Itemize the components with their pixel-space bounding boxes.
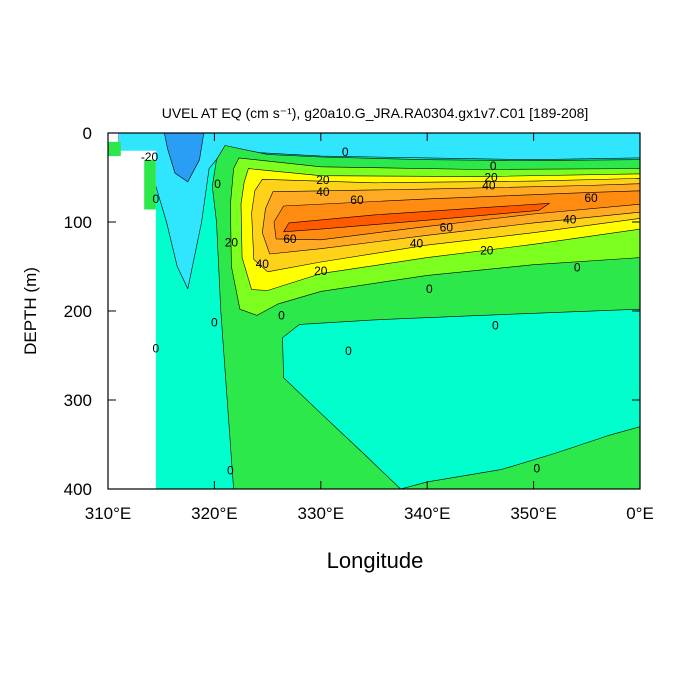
- x-tick-label: 0°E: [626, 504, 654, 523]
- contour-label: 0: [345, 344, 352, 358]
- y-tick-label: 100: [64, 213, 92, 232]
- contour-label: 20: [480, 244, 494, 258]
- contour-label: 40: [563, 212, 577, 226]
- axes: 310°E 320°E 330°E 340°E 350°E 0°E010020030040…: [64, 124, 654, 523]
- contour-label: 40: [256, 257, 270, 271]
- contour-label: 0: [492, 318, 499, 332]
- x-tick-label: 340°E: [404, 504, 451, 523]
- contour-label: 60: [283, 232, 297, 246]
- contour-band: [108, 141, 121, 157]
- contour-label: 40: [482, 179, 496, 193]
- contour-label: 20: [225, 236, 239, 250]
- contour-label: -20: [141, 150, 159, 164]
- contour-label: 0: [214, 177, 221, 191]
- x-tick-label: 310°E: [85, 504, 132, 523]
- contour-label: 60: [440, 220, 454, 234]
- contour-label: 0: [153, 341, 160, 355]
- contour-band: [282, 308, 640, 489]
- chart-title: UVEL AT EQ (cm s⁻¹), g20a10.G_JRA.RA0304…: [162, 105, 589, 121]
- contour-label: 0: [574, 260, 581, 274]
- contour-label: 0: [227, 463, 234, 477]
- y-tick-label: 300: [64, 391, 92, 410]
- contour-label: 0: [426, 282, 433, 296]
- contour-label: 40: [410, 236, 424, 250]
- contour-label: 20: [314, 264, 328, 278]
- x-tick-label: 320°E: [191, 504, 238, 523]
- y-tick-label: 400: [64, 480, 92, 499]
- missing-mask: [108, 133, 119, 142]
- y-axis-label: DEPTH (m): [21, 267, 40, 355]
- missing-mask: [108, 150, 156, 489]
- contour-label: 0: [153, 192, 160, 206]
- contour-label: 60: [350, 193, 364, 207]
- contour-label: 0: [490, 159, 497, 173]
- contour-label: 60: [584, 191, 598, 205]
- contour-label: 20: [316, 173, 330, 187]
- contour-label: 0: [278, 309, 285, 323]
- x-tick-label: 330°E: [298, 504, 345, 523]
- contour-fills: [108, 133, 640, 489]
- x-tick-label: 350°E: [510, 504, 557, 523]
- y-tick-label: 0: [83, 124, 92, 143]
- contour-label: 40: [316, 185, 330, 199]
- contour-label: 0: [211, 316, 218, 330]
- contour-label: 20: [484, 171, 498, 185]
- contour-label: 0: [533, 462, 540, 476]
- contour-band: [144, 159, 156, 210]
- x-axis-label: Longitude: [327, 548, 424, 573]
- contour-band: [164, 133, 205, 183]
- contour-band: [283, 203, 550, 233]
- contour-label: 0: [342, 145, 349, 159]
- y-tick-label: 200: [64, 302, 92, 321]
